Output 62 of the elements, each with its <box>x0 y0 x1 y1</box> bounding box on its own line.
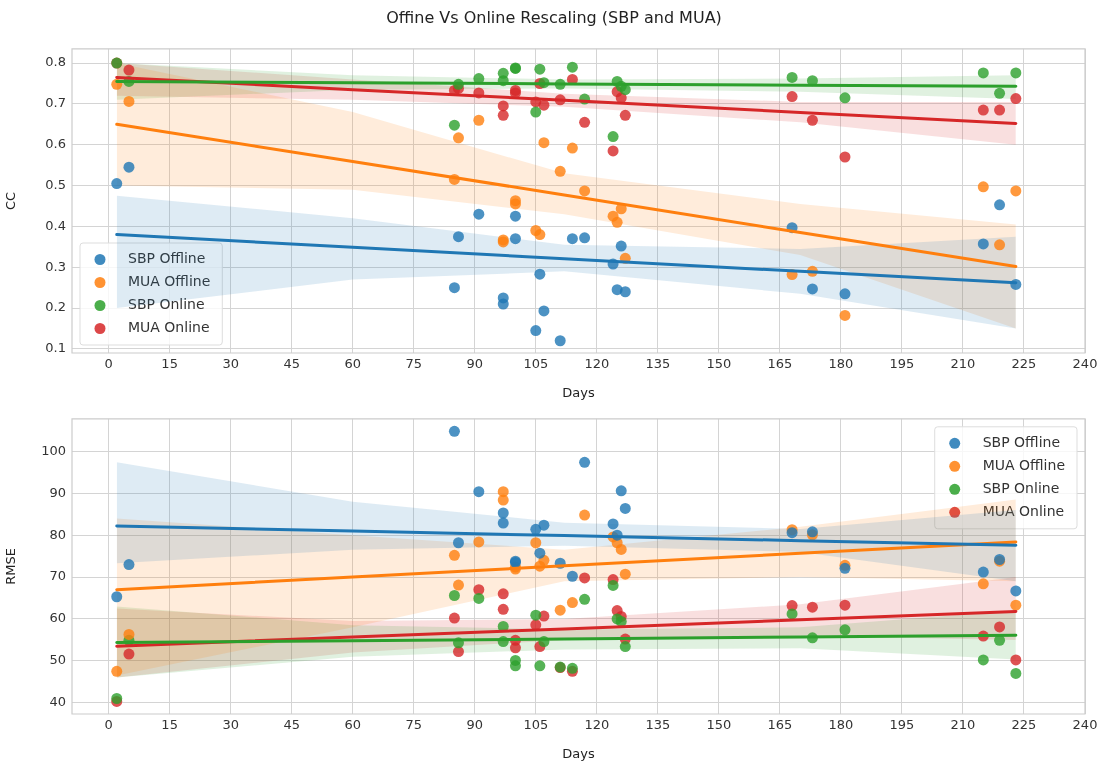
x-tick-label: 0 <box>104 717 113 733</box>
x-tick-label: 120 <box>584 717 610 733</box>
y-tick-label: 0.2 <box>45 299 66 315</box>
x-tick-label: 135 <box>645 356 671 372</box>
x-tick-label: 105 <box>523 356 549 372</box>
y-tick-label: 0.6 <box>45 136 66 152</box>
legend-label: SBP Online <box>982 479 1060 496</box>
y-tick-label: 80 <box>49 526 66 542</box>
x-tick-label: 60 <box>344 356 361 372</box>
x-tick-label: 45 <box>283 356 300 372</box>
y-tick-label: 40 <box>49 694 66 710</box>
y-axis-title: CC <box>3 191 19 210</box>
x-tick-label: 240 <box>1072 717 1098 733</box>
x-tick-label: 90 <box>466 717 484 733</box>
y-tick-label: 90 <box>49 484 66 500</box>
legend-label: MUA Online <box>982 502 1065 519</box>
y-tick-label: 70 <box>49 568 66 584</box>
y-tick-label: 50 <box>49 652 66 668</box>
y-tick-label: 0.3 <box>45 258 66 274</box>
x-tick-label: 195 <box>889 356 915 372</box>
x-tick-label: 30 <box>222 356 239 372</box>
y-tick-label: 0.7 <box>45 95 66 111</box>
y-tick-label: 0.1 <box>45 340 66 356</box>
x-tick-label: 105 <box>523 717 549 733</box>
legend-label: MUA Offline <box>982 456 1066 473</box>
y-tick-label: 100 <box>41 442 66 458</box>
x-tick-label: 210 <box>950 356 976 372</box>
legend-label: SBP Offline <box>982 433 1061 450</box>
x-tick-label: 90 <box>466 356 484 372</box>
y-tick-label: 0.4 <box>45 217 66 233</box>
x-tick-label: 210 <box>950 717 976 733</box>
x-tick-label: 225 <box>1011 356 1037 372</box>
x-tick-label: 30 <box>222 717 239 733</box>
x-tick-label: 75 <box>405 717 423 733</box>
x-tick-label: 45 <box>283 717 300 733</box>
x-axis-title: Days <box>562 745 595 761</box>
chart-title: Offine Vs Online Rescaling (SBP and MUA) <box>385 8 723 27</box>
x-tick-label: 0 <box>104 356 113 372</box>
x-tick-label: 15 <box>161 356 178 372</box>
legend-label: SBP Online <box>128 296 205 313</box>
x-tick-label: 75 <box>405 356 423 372</box>
y-axis-title: RMSE <box>3 548 19 585</box>
x-tick-label: 180 <box>828 717 854 733</box>
x-tick-label: 60 <box>344 717 361 733</box>
x-tick-label: 225 <box>1011 717 1037 733</box>
legend-label: MUA Offline <box>128 273 211 290</box>
x-tick-label: 120 <box>584 356 610 372</box>
x-tick-label: 15 <box>161 717 178 733</box>
x-axis-title: Days <box>562 384 595 400</box>
legend-label: SBP Offline <box>128 250 206 267</box>
x-tick-label: 150 <box>706 717 732 733</box>
legend-label: MUA Online <box>128 319 210 336</box>
y-tick-label: 0.5 <box>45 176 66 192</box>
x-tick-label: 150 <box>706 356 732 372</box>
x-tick-label: 165 <box>767 356 793 372</box>
y-tick-label: 0.8 <box>45 54 66 70</box>
x-tick-label: 195 <box>889 717 915 733</box>
x-tick-label: 135 <box>645 717 671 733</box>
x-tick-label: 165 <box>767 717 793 733</box>
y-tick-label: 60 <box>49 610 66 626</box>
x-tick-label: 180 <box>828 356 854 372</box>
x-tick-label: 240 <box>1072 356 1098 372</box>
